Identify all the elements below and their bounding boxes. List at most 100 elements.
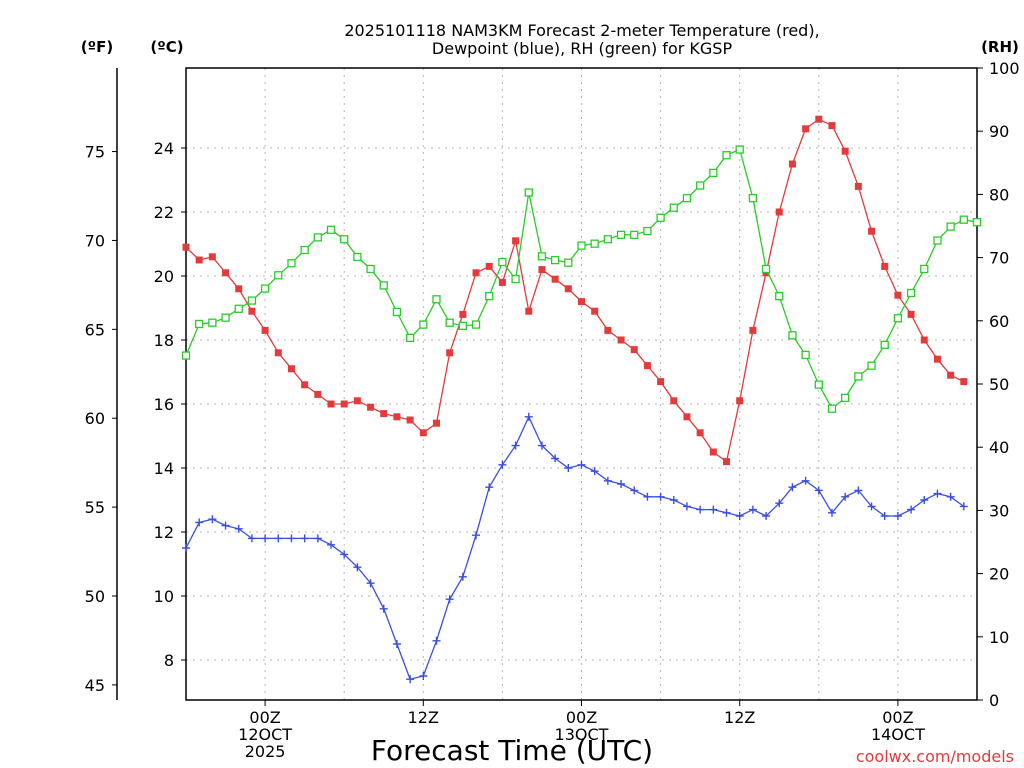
dewpoint-point	[445, 595, 454, 604]
temperature-point	[709, 448, 717, 456]
rh-point	[880, 340, 889, 349]
temperature-point	[947, 371, 955, 379]
celsius-tick-label: 12	[154, 523, 174, 542]
rh-point	[735, 145, 744, 154]
dewpoint-point	[775, 499, 784, 508]
dewpoint-point	[221, 521, 230, 530]
temperature-point	[723, 458, 731, 466]
dewpoint-point	[959, 502, 968, 511]
rh-point	[867, 361, 876, 370]
temperature-point	[446, 349, 454, 357]
fahrenheit-tick-label: 70	[85, 231, 105, 250]
rh-point	[946, 222, 955, 231]
rh-point	[775, 292, 784, 301]
x-tick-label: 12OCT	[238, 725, 292, 744]
temperature-point	[657, 378, 665, 386]
fahrenheit-tick-label: 45	[85, 676, 105, 695]
dewpoint-point	[603, 476, 612, 485]
rh-point	[326, 225, 336, 234]
dewpoint-point	[801, 476, 810, 485]
rh-point	[603, 235, 613, 244]
dewpoint-point	[485, 483, 494, 492]
rh-point	[788, 331, 797, 340]
temperature-point	[222, 269, 230, 277]
celsius-unit-label: (ºC)	[150, 38, 183, 56]
temperature-point	[485, 262, 493, 270]
temperature-point	[881, 262, 889, 270]
dewpoint-point	[656, 492, 665, 501]
rh-point	[906, 288, 916, 298]
temperature-point	[578, 298, 585, 306]
rh-point	[630, 230, 639, 239]
dewpoint-point	[287, 534, 296, 543]
rh-point	[550, 255, 560, 265]
rh-tick-label: 20	[989, 565, 1009, 584]
rh-point	[485, 292, 494, 301]
temperature-point	[920, 336, 928, 344]
rh-point	[643, 226, 652, 236]
rh-point	[300, 245, 309, 255]
dewpoint-point	[208, 515, 217, 524]
temperature-point	[195, 256, 203, 264]
temperature-point	[419, 429, 427, 437]
celsius-tick-label: 24	[154, 139, 174, 158]
rh-point	[208, 318, 217, 327]
dewpoint-point	[327, 540, 336, 549]
temperature-point	[406, 416, 414, 424]
temperature-point	[432, 419, 440, 427]
rh-point	[247, 296, 257, 305]
temperature-point	[393, 413, 401, 421]
rh-point	[959, 215, 968, 224]
dewpoint-point	[300, 534, 309, 543]
rh-point	[471, 320, 481, 329]
temperature-point	[683, 413, 691, 421]
rh-point	[590, 239, 599, 248]
temperature-point	[498, 278, 506, 286]
rh-point	[854, 372, 863, 381]
temperature-point	[367, 403, 375, 411]
temperature-point	[512, 237, 520, 245]
dewpoint-point	[524, 412, 533, 421]
dewpoint-point	[788, 483, 797, 492]
fahrenheit-tick-label: 50	[85, 587, 105, 606]
dewpoint-point	[669, 496, 678, 504]
temperature-point	[670, 397, 678, 405]
fahrenheit-unit-label: (ºF)	[81, 38, 113, 56]
chart-title-line-1: 2025101118 NAM3KM Forecast 2-meter Tempe…	[344, 21, 819, 40]
dewpoint-point	[195, 518, 204, 527]
rh-point	[366, 264, 375, 274]
dewpoint-point	[537, 441, 546, 450]
rh-tick-label: 30	[989, 501, 1009, 520]
rh-point	[181, 351, 191, 360]
rh-point	[234, 304, 243, 313]
temperature-point	[907, 310, 915, 318]
dewpoint-point	[247, 534, 256, 543]
temperature-point	[788, 160, 796, 168]
temperature-point	[960, 378, 968, 386]
temperature-point	[802, 125, 810, 133]
rh-point	[682, 194, 692, 203]
temperature-point	[894, 291, 902, 299]
dewpoint-point	[406, 675, 415, 684]
dewpoint-point	[893, 512, 902, 520]
temperature-point	[815, 115, 823, 123]
temperature-point	[841, 147, 849, 155]
temperature-point	[696, 429, 704, 437]
dewpoint-point	[722, 508, 731, 517]
source-credit: coolwx.com/models	[856, 747, 1014, 766]
temperature-point	[828, 122, 836, 130]
rh-point	[379, 281, 388, 290]
celsius-tick-label: 14	[154, 459, 174, 478]
dewpoint-point	[182, 544, 190, 552]
dewpoint-point	[907, 505, 916, 514]
celsius-tick-label: 18	[154, 331, 174, 350]
dewpoint-point	[709, 505, 718, 514]
temperature-point	[868, 227, 876, 235]
dewpoint-point	[814, 486, 823, 495]
rh-point	[709, 168, 718, 178]
rh-tick-label: 70	[989, 249, 1009, 268]
rh-point	[511, 274, 520, 284]
rh-point	[537, 252, 547, 261]
rh-point	[827, 404, 837, 413]
